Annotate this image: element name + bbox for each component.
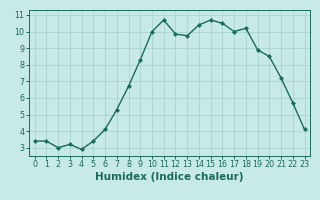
X-axis label: Humidex (Indice chaleur): Humidex (Indice chaleur)	[95, 172, 244, 182]
